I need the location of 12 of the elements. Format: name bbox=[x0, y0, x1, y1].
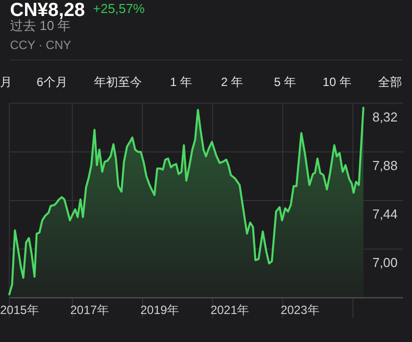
annotation: 月 bbox=[0, 75, 12, 89]
annotation: 2 年 bbox=[221, 75, 243, 89]
annotation: 5 年 bbox=[274, 75, 296, 89]
annotation: 1 年 bbox=[170, 75, 192, 89]
annotation: 年初至今 bbox=[94, 75, 142, 89]
annotation: 全部 bbox=[378, 75, 402, 89]
annotation: 10 年 bbox=[322, 75, 352, 89]
annotation: CCY · CNY bbox=[10, 38, 72, 52]
annotation: 6个月 bbox=[36, 75, 68, 89]
subtitle: 过去 10 年 bbox=[10, 18, 71, 33]
annotation: +25,57% bbox=[93, 1, 145, 16]
title: CN¥8,28 bbox=[10, 0, 85, 21]
